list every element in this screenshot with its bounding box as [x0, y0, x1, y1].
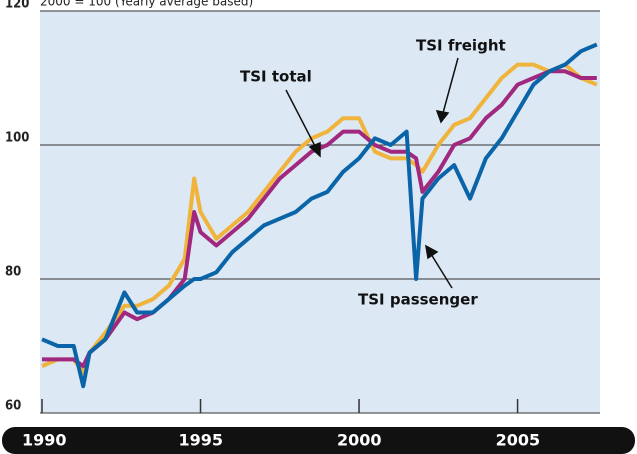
x-tick-label: 1990 — [22, 431, 67, 450]
subtitle: 2000 = 100 (Yearly average based) — [40, 0, 253, 9]
y-tick-label: 100 — [5, 131, 29, 146]
y-tick-label: 60 — [5, 399, 21, 414]
x-axis-band — [2, 427, 635, 454]
annotation: TSI freight — [416, 37, 506, 55]
series-line — [41, 42, 598, 389]
x-tick-label: 2000 — [337, 431, 382, 450]
x-tick-label: 2005 — [496, 431, 541, 450]
plot-background — [40, 11, 600, 413]
series-line — [42, 69, 597, 369]
y-tick-label: 120 — [5, 0, 29, 12]
y-tick-label: 80 — [5, 265, 21, 280]
annotation: TSI passenger — [358, 291, 478, 309]
arrows — [285, 57, 459, 289]
annotation: TSI total — [240, 68, 312, 86]
x-tick-label: 1995 — [179, 431, 224, 450]
